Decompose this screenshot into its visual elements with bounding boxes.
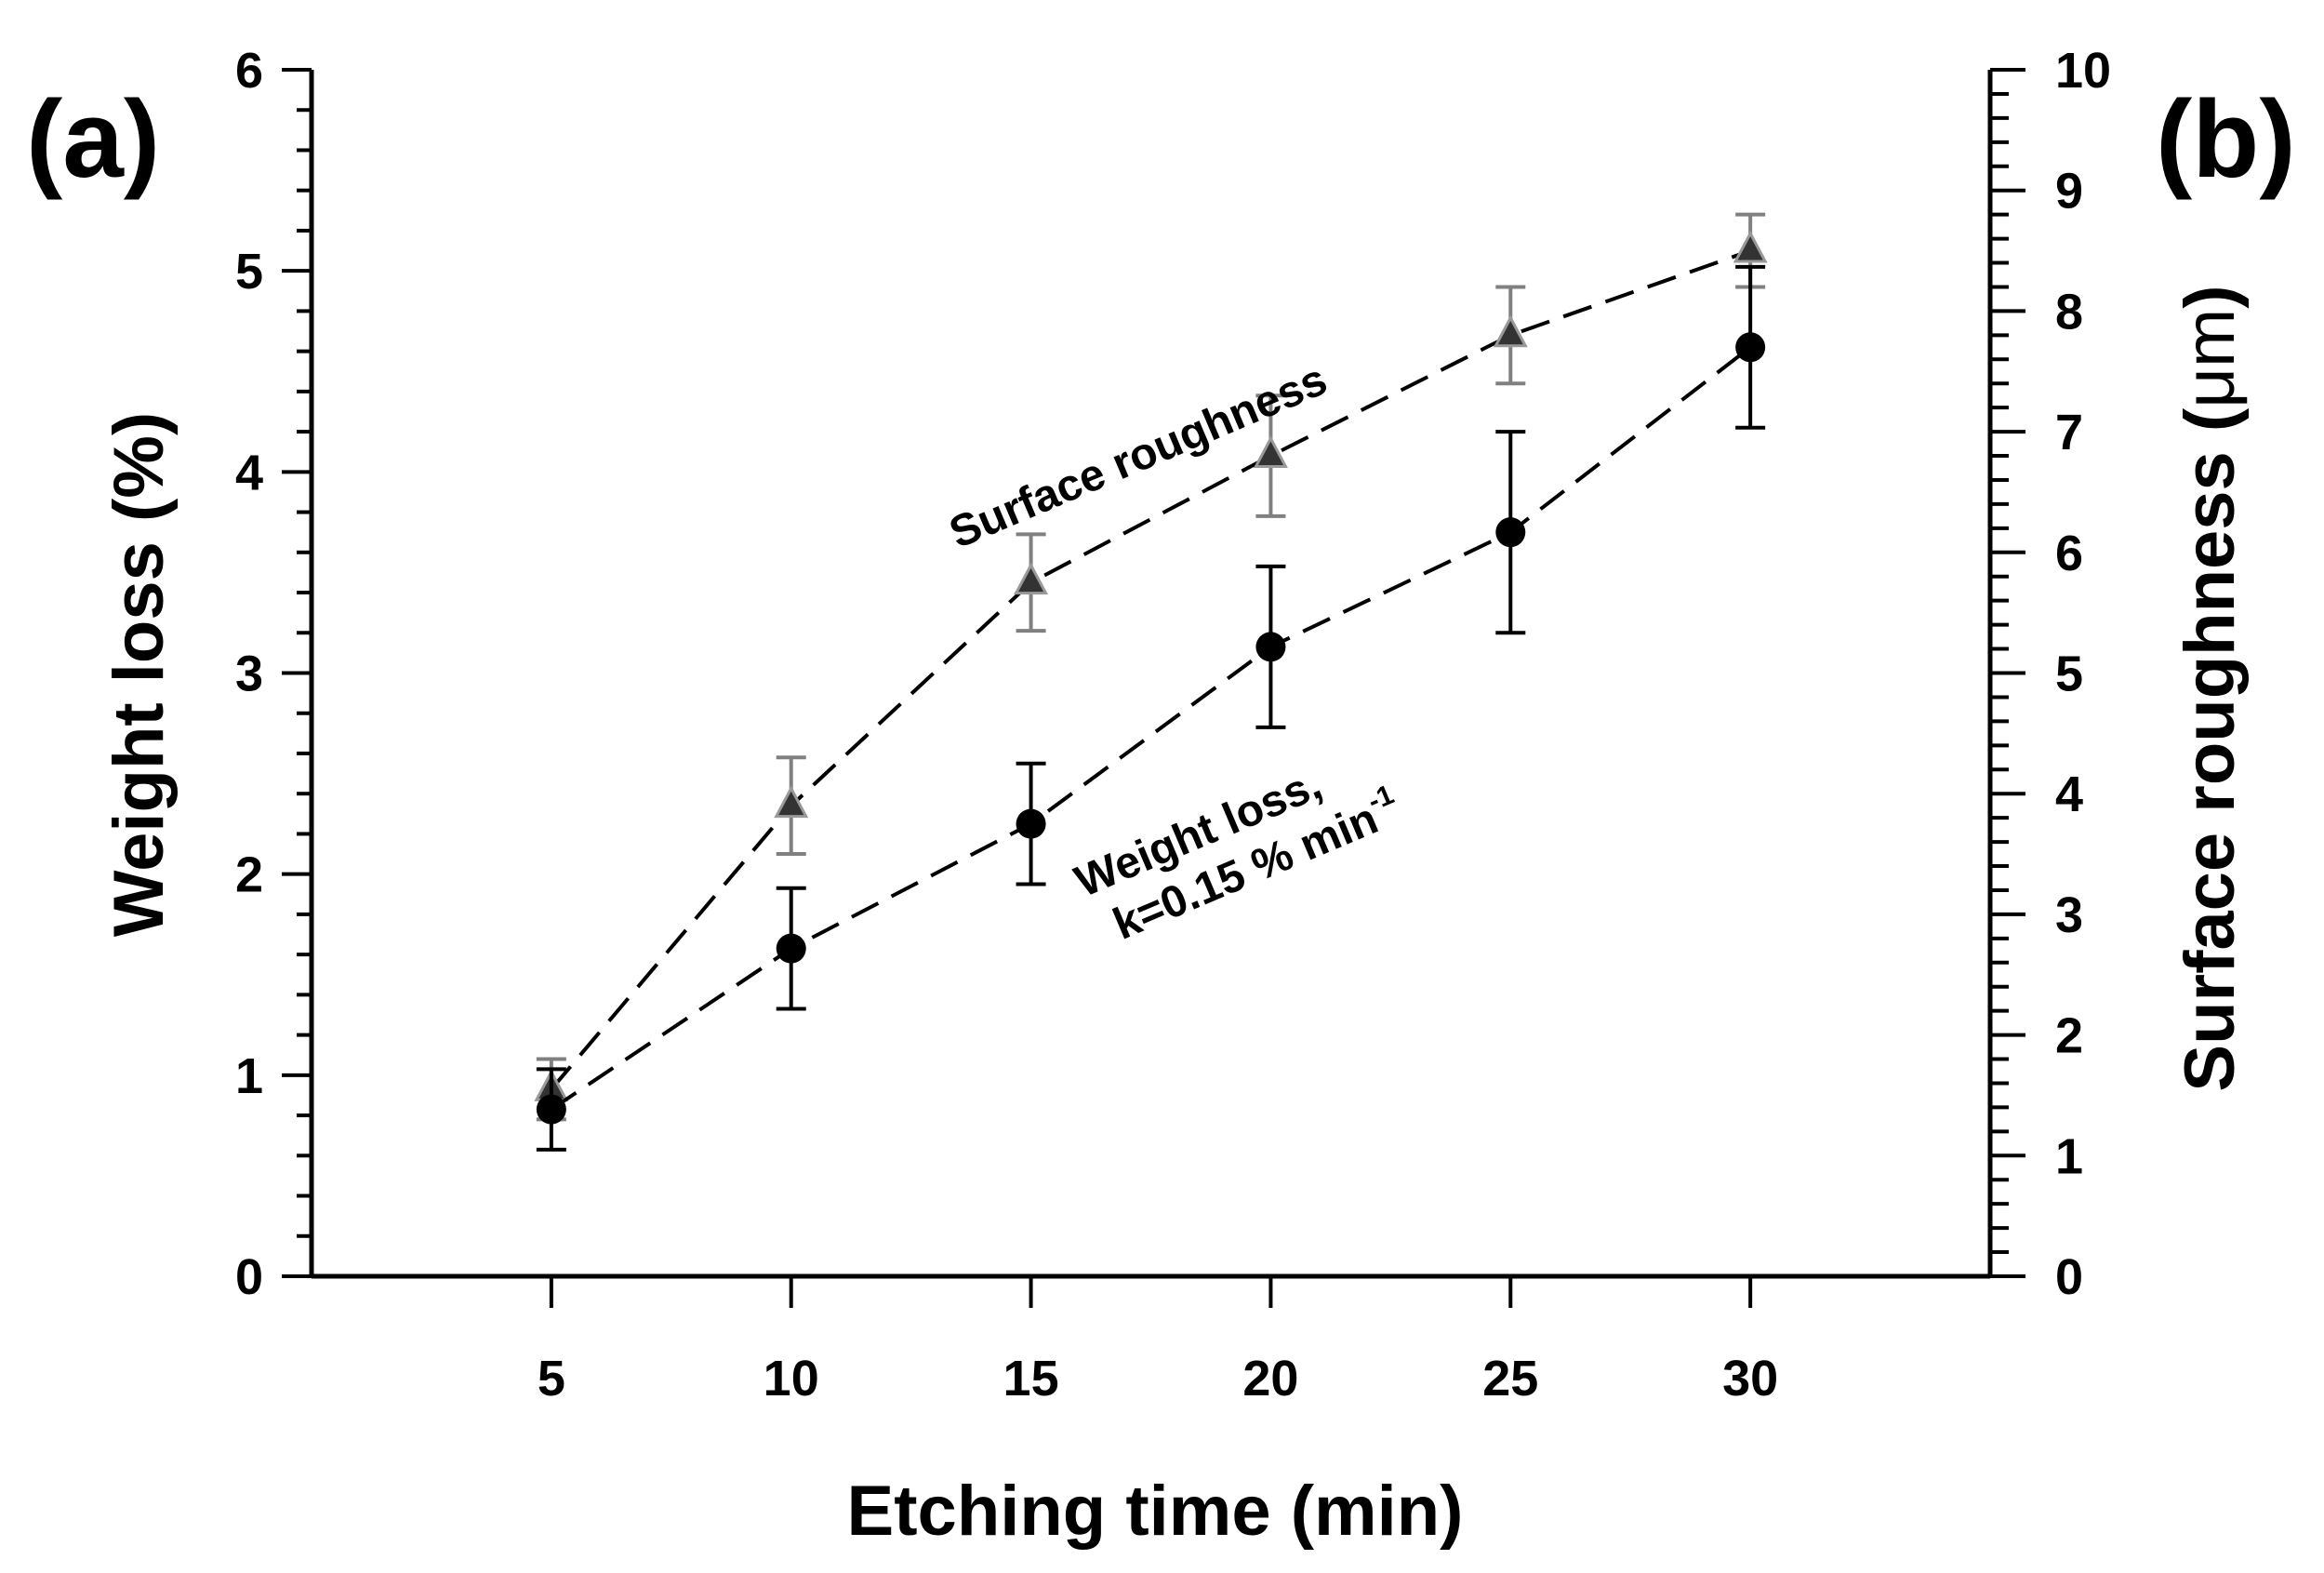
y-right-tick-label: 8 (2055, 284, 2083, 340)
weight-loss-point (776, 933, 806, 964)
y-right-tick-label: 7 (2055, 405, 2083, 460)
annotation-weight-loss: Weight loss, k=0.15 % min-1 (1069, 759, 1399, 949)
x-tick-label: 10 (764, 1351, 819, 1406)
surface-roughness-line (550, 248, 1751, 1091)
y-left-tick-label: 2 (235, 847, 263, 903)
y-left-tick-label: 1 (235, 1048, 263, 1104)
ticks: 0 1 2 3 4 5 6 0 1 2 3 4 5 6 7 8 9 10 5 10 15 20 25 30 (235, 43, 2111, 1406)
y-right-tick-label: 0 (2055, 1249, 2083, 1305)
surface-roughness-point (774, 785, 809, 819)
x-tick-label: 20 (1242, 1351, 1298, 1406)
y-right-tick-label: 10 (2055, 43, 2111, 99)
series-layer (534, 212, 1768, 1152)
weight-loss-point (1016, 808, 1046, 839)
x-axis-title: Etching time (min) (847, 1472, 1464, 1551)
y-right-tick-label: 5 (2055, 647, 2083, 702)
y-right-tick-label: 2 (2055, 1008, 2083, 1064)
surface-roughness-point (1493, 314, 1528, 348)
y-left-tick-label: 5 (235, 244, 263, 300)
weight-loss-point (536, 1094, 566, 1125)
y-axis-left-title: Weight loss (%) (100, 412, 179, 937)
weight-loss-point (1735, 332, 1766, 363)
y-axis-right-title: Surface roughness (μm) (2171, 285, 2250, 1091)
panel-label-a: (a) (26, 78, 160, 201)
x-tick-label: 15 (1003, 1351, 1059, 1406)
weight-loss-line (550, 345, 1752, 1112)
x-tick-label: 25 (1482, 1351, 1538, 1406)
panel-label-b: (b) (2156, 78, 2296, 201)
y-right-tick-label: 1 (2055, 1128, 2083, 1184)
y-axis-right-title-suffix: ) (2171, 285, 2250, 308)
y-right-tick-label: 3 (2055, 887, 2083, 943)
y-right-tick-label: 6 (2055, 526, 2083, 581)
weight-loss-point (1255, 632, 1286, 662)
weight-loss-point (1495, 517, 1526, 548)
x-tick-label: 5 (538, 1351, 565, 1406)
surface-roughness-point (1253, 435, 1288, 468)
surface-roughness-point (1014, 562, 1049, 595)
y-left-tick-label: 0 (235, 1249, 263, 1305)
y-right-tick-label: 9 (2055, 164, 2083, 220)
y-axis-right-title-unit: μm (2171, 309, 2250, 408)
x-tick-label: 30 (1722, 1351, 1778, 1406)
y-left-tick-label: 4 (235, 445, 263, 500)
surface-roughness-point (1733, 230, 1768, 263)
y-left-tick-label: 3 (235, 647, 263, 702)
y-axis-right-title-prefix: Surface roughness ( (2171, 407, 2250, 1092)
y-left-tick-label: 6 (235, 43, 263, 99)
y-right-tick-label: 4 (2055, 767, 2083, 822)
